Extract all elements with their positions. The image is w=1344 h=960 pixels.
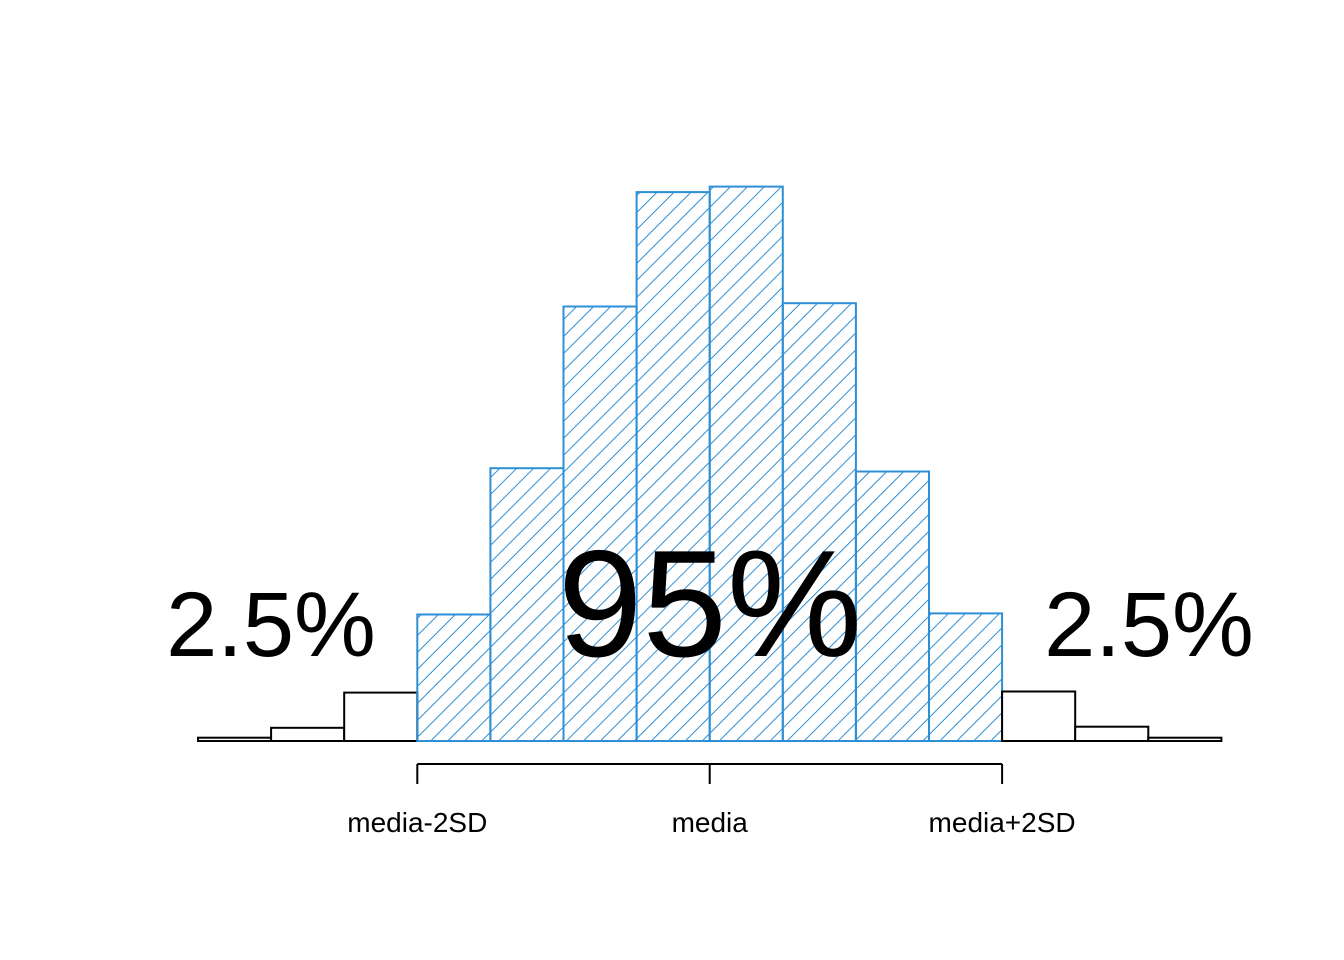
bars-group — [197, 185, 1223, 743]
x-tick-label-1: media — [672, 807, 749, 838]
x-tick-label-0: media-2SD — [347, 807, 487, 838]
tail-bar-12 — [1074, 725, 1150, 743]
tail-bar-2 — [343, 691, 419, 742]
highlight-bar-7 — [708, 185, 784, 743]
x-axis: media-2SD media media+2SD — [347, 763, 1076, 838]
left-tail-label: 2.5% — [166, 574, 376, 676]
tail-bar-13 — [1147, 736, 1223, 743]
tail-bar-1 — [270, 726, 346, 742]
highlight-bar-6 — [635, 191, 711, 743]
center-label: 95% — [558, 519, 862, 689]
highlight-bar-10 — [928, 612, 1004, 743]
tail-bar-0 — [197, 736, 273, 743]
x-axis-ticks: media-2SD media media+2SD — [347, 764, 1076, 838]
tail-bar-11 — [1001, 690, 1077, 742]
highlight-bar-4 — [489, 467, 565, 742]
highlight-bar-3 — [416, 613, 492, 742]
highlight-bar-8 — [781, 302, 857, 742]
x-tick-label-2: media+2SD — [929, 807, 1076, 838]
highlight-bar-5 — [562, 305, 638, 742]
right-tail-label: 2.5% — [1044, 574, 1254, 676]
highlight-bar-9 — [854, 470, 931, 742]
